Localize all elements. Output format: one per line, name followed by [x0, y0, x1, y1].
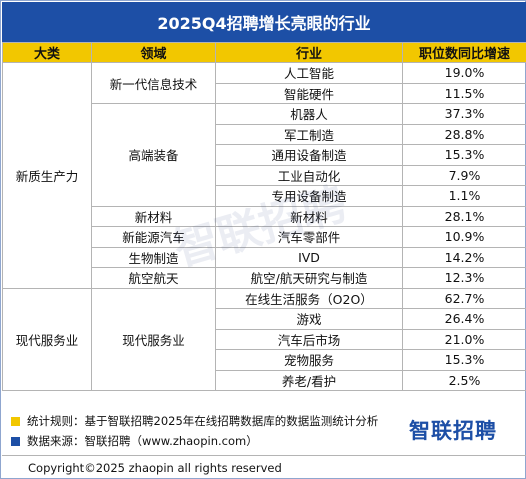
yellow-square-icon: [11, 416, 20, 426]
blue-square-icon: [11, 436, 20, 446]
table-row: 养老/看护 2.5%: [3, 369, 526, 391]
growth-cell: 62.7%: [402, 287, 526, 309]
growth-cell: 11.5%: [402, 82, 526, 104]
page-title: 2025Q4招聘增长亮眼的行业: [2, 2, 526, 42]
field-cell: 高端装备: [91, 103, 216, 207]
table-row: 工业自动化 7.9%: [3, 164, 526, 186]
footnotes: 统计规则：基于智联招聘2025年在线招聘数据库的数据监测统计分析 数据来源：智联…: [11, 411, 378, 451]
growth-cell: 7.9%: [402, 164, 526, 186]
growth-cell: 21.0%: [402, 328, 526, 350]
field-cell: 新能源汽车: [91, 226, 216, 248]
industry-growth-table: 大类 领域 行业 职位数同比增速 新质生产力 新一代信息技术 人工智能 19.0% 智能…: [2, 42, 526, 391]
field-cell: 新一代信息技术: [91, 62, 216, 104]
table-row: 新能源汽车 汽车零部件 10.9%: [3, 226, 526, 248]
growth-cell: 26.4%: [402, 308, 526, 330]
industry-cell: 养老/看护: [215, 369, 403, 391]
table-row: 通用设备制造 15.3%: [3, 144, 526, 166]
industry-cell: 专用设备制造: [215, 185, 403, 207]
industry-cell: 军工制造: [215, 123, 403, 145]
header-category: 大类: [2, 42, 92, 63]
industry-cell: 机器人: [215, 103, 403, 125]
growth-cell: 10.9%: [402, 226, 526, 248]
industry-cell: 在线生活服务（O2O）: [215, 287, 403, 309]
table-row: 新质生产力 新一代信息技术 人工智能 19.0%: [2, 62, 526, 289]
industry-cell: 人工智能: [215, 62, 403, 84]
industry-cell: 航空/航天研究与制造: [215, 267, 403, 289]
growth-cell: 28.8%: [402, 123, 526, 145]
note-method: 统计规则：基于智联招聘2025年在线招聘数据库的数据监测统计分析: [11, 411, 378, 431]
header-industry: 行业: [215, 42, 403, 63]
industry-cell: 汽车后市场: [215, 328, 403, 350]
table-row: 专用设备制造 1.1%: [3, 185, 526, 207]
note-source: 数据来源：智联招聘（www.zhaopin.com）: [11, 431, 378, 451]
industry-cell: 智能硬件: [215, 82, 403, 104]
table-body: 新质生产力 新一代信息技术 人工智能 19.0% 智能硬件 11.5% 高端装备 机器人 37.…: [2, 62, 526, 391]
table-header-row: 大类 领域 行业 职位数同比增速: [2, 42, 526, 63]
table-row: 生物制造 IVD 14.2%: [3, 246, 526, 268]
growth-cell: 2.5%: [402, 369, 526, 391]
growth-cell: 14.2%: [402, 246, 526, 268]
field-cell: 航空航天: [91, 267, 216, 289]
copyright: Copyright©2025 zhaopin all rights reserv…: [2, 455, 526, 479]
zhaopin-logo: 智联招聘: [409, 419, 497, 443]
table-row: 现代服务业 现代服务业 在线生活服务（O2O） 62.7%: [2, 287, 526, 391]
table-row: 高端装备 机器人 37.3%: [3, 103, 526, 207]
growth-cell: 12.3%: [402, 267, 526, 289]
industry-cell: 新材料: [215, 205, 403, 227]
industry-cell: 工业自动化: [215, 164, 403, 186]
growth-cell: 37.3%: [402, 103, 526, 125]
table-row: 汽车后市场 21.0%: [3, 328, 526, 350]
field-cell: 新材料: [91, 205, 216, 227]
header-field: 领域: [91, 42, 216, 63]
note-method-text: 统计规则：基于智联招聘2025年在线招聘数据库的数据监测统计分析: [27, 414, 379, 428]
growth-cell: 19.0%: [402, 62, 526, 84]
growth-cell: 28.1%: [402, 205, 526, 227]
industry-cell: 汽车零部件: [215, 226, 403, 248]
category-cell: 现代服务业: [2, 287, 92, 391]
growth-cell: 1.1%: [402, 185, 526, 207]
industry-cell: IVD: [215, 246, 403, 268]
field-cell: 生物制造: [91, 246, 216, 268]
growth-cell: 15.3%: [402, 144, 526, 166]
industry-cell: 通用设备制造: [215, 144, 403, 166]
growth-cell: 15.3%: [402, 349, 526, 371]
table-row: 新材料 新材料 28.1%: [3, 205, 526, 227]
note-source-text: 数据来源：智联招聘（www.zhaopin.com）: [27, 434, 258, 448]
industry-cell: 宠物服务: [215, 349, 403, 371]
category-cell: 新质生产力: [2, 62, 92, 289]
header-growth: 职位数同比增速: [402, 42, 526, 63]
field-cell: 现代服务业: [91, 287, 216, 391]
industry-cell: 游戏: [215, 308, 403, 330]
